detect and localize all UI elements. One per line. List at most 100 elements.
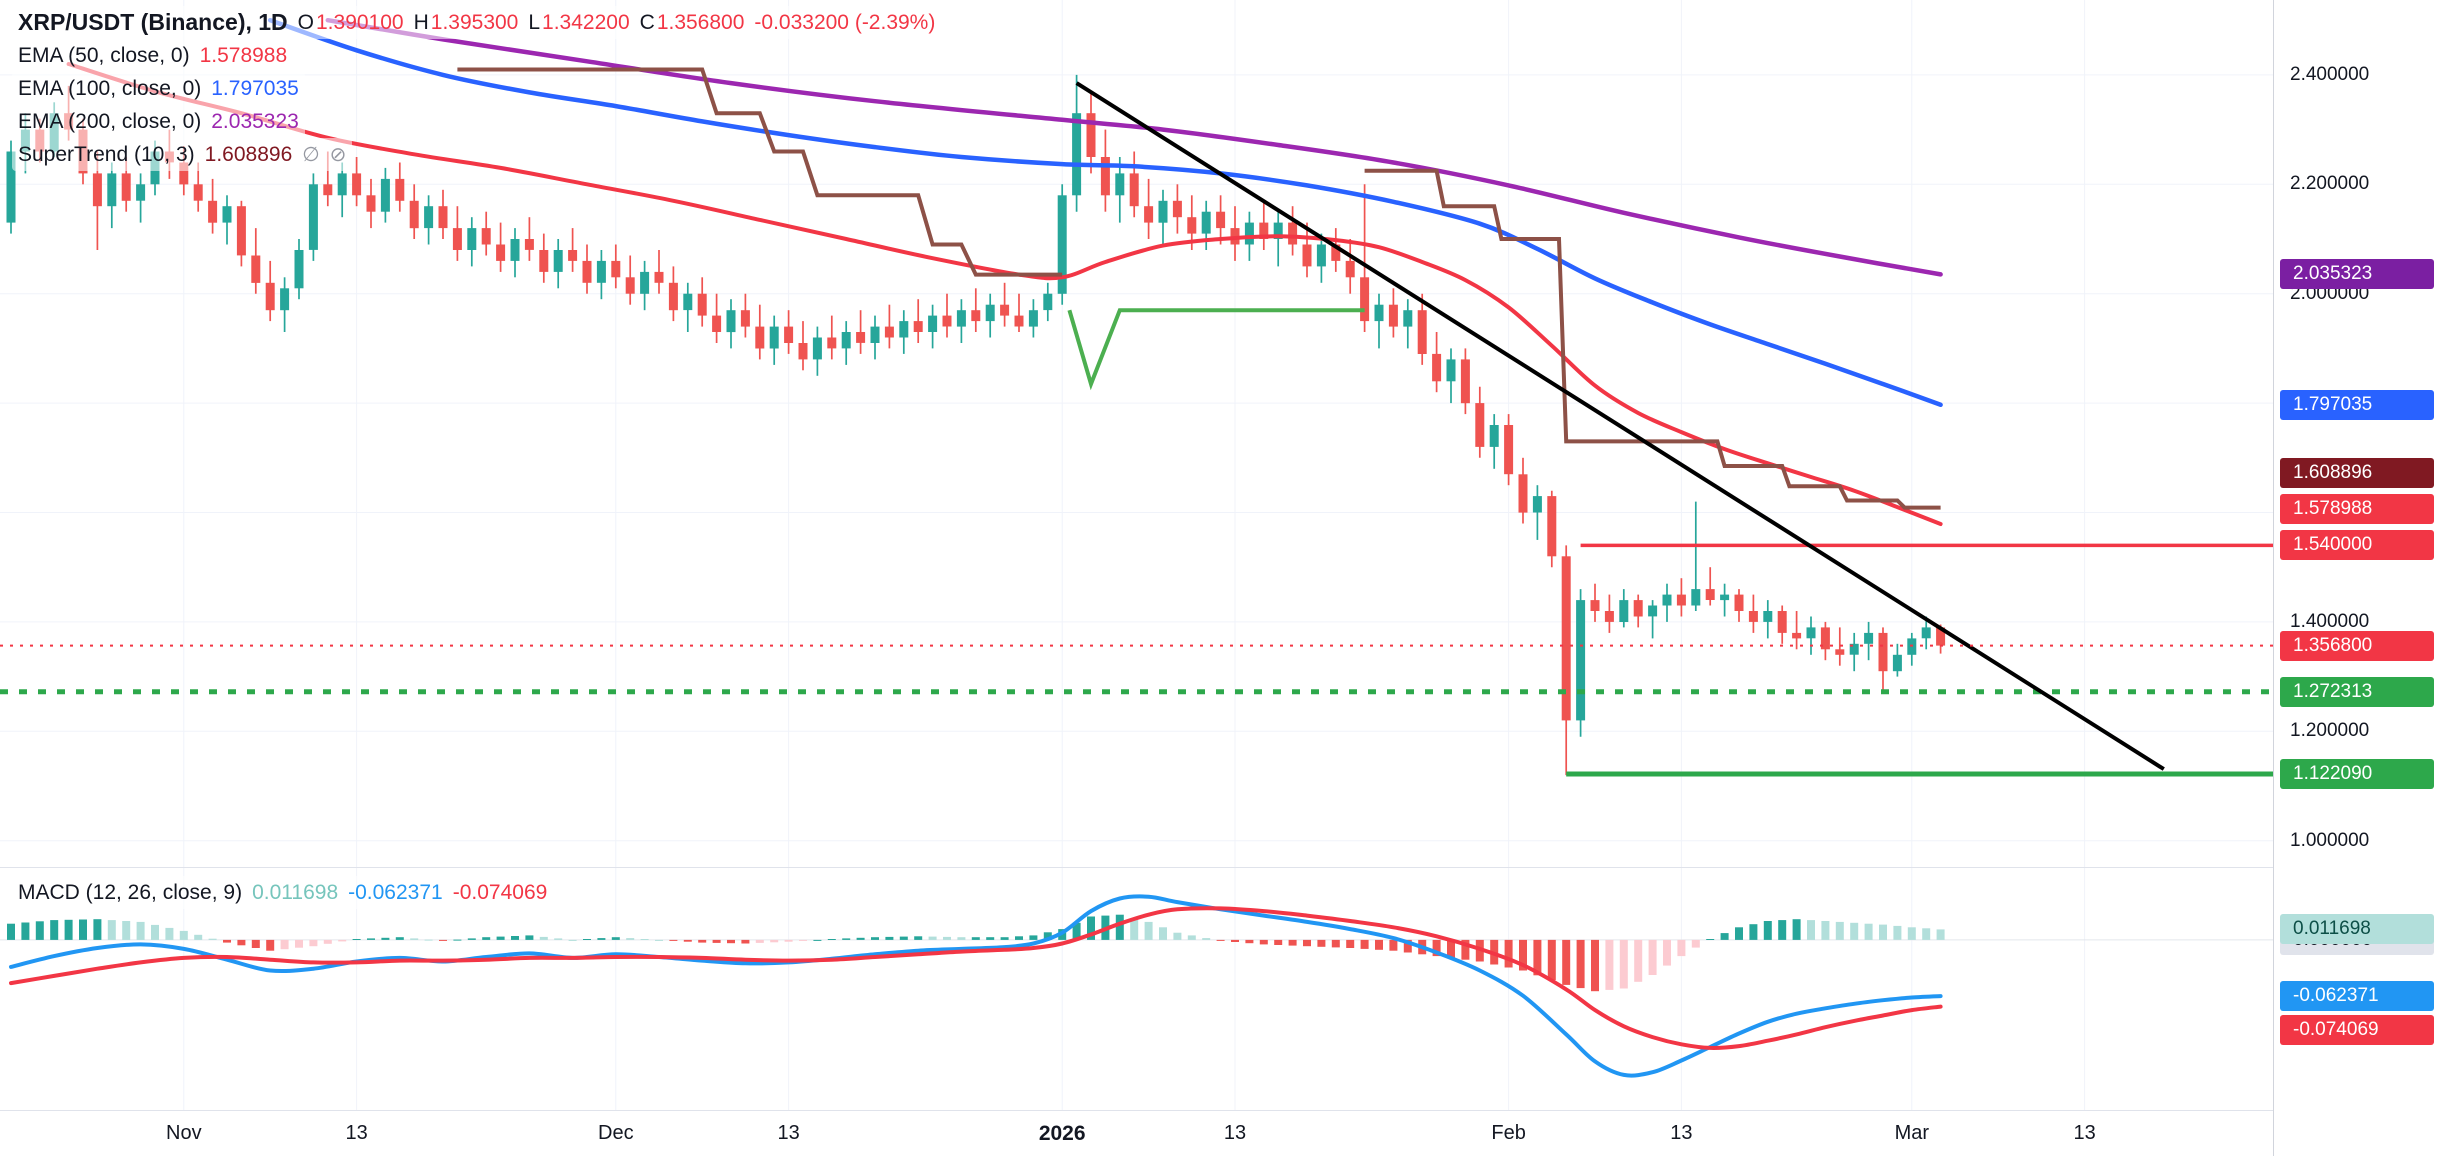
time-axis-label: 13 (1670, 1122, 1693, 1144)
ohlc-c-label: C (639, 10, 655, 34)
histogram-bar (813, 939, 822, 941)
indicator-name: SuperTrend (10, 3) (18, 142, 195, 166)
histogram-bar (957, 937, 966, 940)
histogram-bar (784, 939, 793, 942)
time-axis-label: 13 (1223, 1122, 1247, 1144)
candle-body (726, 310, 736, 333)
histogram-bar (583, 939, 591, 940)
trendline[interactable] (1075, 81, 2165, 771)
histogram-bar (1447, 939, 1455, 958)
candle-body (942, 315, 952, 327)
candle-body (121, 173, 131, 201)
histogram-bar (93, 919, 102, 940)
histogram-bar (986, 937, 995, 940)
candle-body (928, 315, 938, 332)
indicator-legend-row[interactable]: EMA (200, close, 0) 2.035323 (12, 105, 305, 138)
candle-body (380, 178, 390, 212)
ohlc-l-label: L (528, 10, 541, 34)
candle-body (1676, 594, 1686, 606)
histogram-bar (1821, 921, 1830, 940)
indicator-legend-row[interactable]: SuperTrend (10, 3) 1.608896 ∅ ⊘ (12, 138, 353, 171)
candle-body (1777, 611, 1787, 633)
supertrend-hide-icon[interactable]: ⊘ (329, 144, 347, 166)
histogram-bar (1605, 939, 1614, 990)
histogram-bar (1907, 927, 1916, 940)
histogram-bar (1720, 933, 1729, 940)
histogram-bar (1303, 939, 1311, 947)
candle-body (6, 151, 16, 223)
candle-body (438, 206, 448, 229)
supertrend-mute-icon[interactable]: ∅ (302, 144, 320, 166)
candle-body (1374, 304, 1384, 322)
candle-body (1072, 113, 1082, 196)
indicator-value: 1.608896 (204, 142, 293, 166)
candle-body (1115, 173, 1125, 196)
candle-body (1619, 600, 1629, 622)
candle-body (1187, 217, 1197, 234)
candle-body (668, 282, 678, 311)
candle-body (496, 244, 506, 261)
histogram-bar (1648, 939, 1657, 975)
candle-body (1331, 244, 1341, 261)
candle-body (582, 260, 592, 283)
macd-legend-row[interactable]: MACD (12, 26, close, 9) 0.011698 -0.0623… (12, 876, 554, 909)
candle-body (1907, 638, 1917, 655)
histogram-bar (1591, 939, 1599, 992)
histogram-bar (424, 939, 433, 941)
candle-body (1648, 605, 1658, 617)
price-axis[interactable]: 2.400000 2.200000 2.000000 1.400000 1.200000… (2274, 0, 2450, 1156)
candle-body (1100, 157, 1110, 196)
time-axis-label: 13 (345, 1122, 368, 1144)
supertrend-up-line (1067, 308, 1365, 391)
price-badge: 1.272313 (2280, 676, 2434, 707)
histogram-bar (1519, 939, 1527, 971)
histogram-bar (899, 936, 908, 940)
histogram-bar (1375, 939, 1383, 950)
candle-body (1388, 304, 1398, 327)
candle-body (1288, 222, 1298, 245)
symbol-legend-row[interactable]: XRP/USDT (Binance), 1D O 1.390100 H 1.39… (12, 6, 942, 39)
ohlc-high: H 1.395300 (414, 11, 519, 35)
time-axis[interactable]: Nov 13 Dec 13 2026 13 Feb 13 Mar 13 (0, 1111, 2273, 1156)
histogram-bar (1317, 939, 1326, 947)
candle-body (179, 162, 189, 185)
candle-body (1662, 594, 1672, 606)
histogram-bar (1691, 939, 1700, 948)
candle-body (1561, 556, 1571, 721)
histogram-bar (1360, 939, 1369, 949)
candle-body (539, 250, 549, 272)
histogram-bar (539, 936, 548, 940)
histogram-bar (1792, 919, 1801, 940)
time-axis-label: Feb (1491, 1122, 1526, 1144)
candle-body (640, 271, 650, 294)
candle-body (1936, 627, 1946, 646)
histogram-bar (1288, 939, 1297, 946)
histogram-bar (568, 939, 577, 941)
histogram-bar (467, 938, 476, 940)
indicator-legend-row[interactable]: EMA (50, close, 0) 1.578988 (12, 39, 294, 72)
histogram-bar (367, 938, 375, 940)
macd-pane-chart[interactable] (0, 867, 2273, 1110)
histogram-bar (266, 939, 275, 951)
price-pane-chart[interactable] (0, 0, 2273, 867)
histogram-bar (1159, 927, 1167, 940)
time-axis-separator (0, 1110, 2450, 1111)
candle-body (1028, 310, 1038, 327)
price-axis-label: 1.400000 (2290, 610, 2370, 632)
candle-body (1403, 310, 1413, 327)
histogram-bar (928, 936, 937, 940)
candle-body (1921, 627, 1931, 639)
candle-body (1518, 474, 1528, 513)
ohlc-h-value: 1.395300 (430, 10, 519, 34)
histogram-bar (597, 938, 606, 940)
candle-body (841, 332, 851, 349)
macd-legend: MACD (12, 26, close, 9) 0.011698 -0.0623… (12, 876, 554, 909)
pane-separator[interactable] (0, 867, 2450, 868)
time-axis-label: 13 (777, 1122, 800, 1144)
candle-body (654, 271, 664, 283)
indicator-legend-row[interactable]: EMA (100, close, 0) 1.797035 (12, 72, 305, 105)
histogram-bar (453, 939, 462, 941)
histogram-bar (1879, 924, 1887, 940)
candle-body (265, 282, 275, 311)
